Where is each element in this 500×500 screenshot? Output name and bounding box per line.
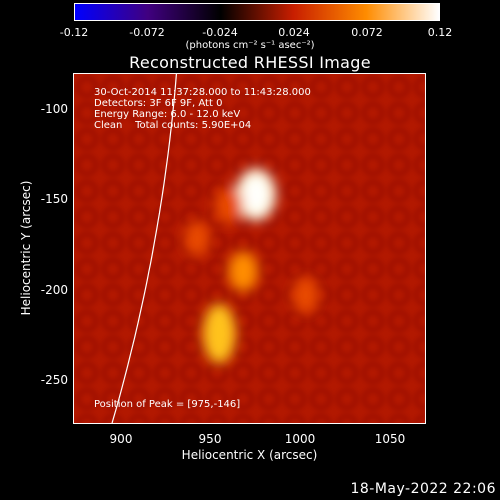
info-energy-range: Energy Range: 6.0 - 12.0 keV <box>94 109 241 120</box>
peak-core <box>246 177 267 212</box>
y-tick-label: -100 <box>40 102 68 116</box>
info-time-range: 30-Oct-2014 11:37:28.000 to 11:43:28.000 <box>94 87 311 98</box>
x-tick-label: 1000 <box>284 432 316 446</box>
x-axis-label: Heliocentric X (arcsec) <box>181 448 318 462</box>
y-tick-label: -150 <box>40 192 68 206</box>
colorbar-tick: -0.072 <box>129 26 165 39</box>
info-method-counts: Clean Total counts: 5.90E+04 <box>94 120 252 131</box>
x-tick-label: 1050 <box>374 432 406 446</box>
heatmap-canvas <box>74 74 425 423</box>
y-tick-label: -200 <box>40 283 68 297</box>
source-blob <box>228 251 259 292</box>
x-tick-label: 900 <box>109 432 133 446</box>
colorbar-tick: -0.024 <box>202 26 238 39</box>
colorbar-tick: -0.12 <box>59 26 89 39</box>
colorbar-tick: 0.12 <box>427 26 453 39</box>
colorbar-tick: 0.072 <box>351 26 383 39</box>
source-blob <box>202 303 236 364</box>
heatmap-plot[interactable]: 30-Oct-2014 11:37:28.000 to 11:43:28.000… <box>73 73 426 424</box>
y-axis-label: Heliocentric Y (arcsec) <box>19 180 33 316</box>
info-detectors: Detectors: 3F 6F 9F, Att 0 <box>94 98 223 109</box>
source-blob <box>184 220 211 257</box>
image-title: Reconstructed RHESSI Image <box>129 53 371 72</box>
y-tick-label: -250 <box>40 373 68 387</box>
solar-limb-line <box>111 74 177 423</box>
colorbar-tick: 0.024 <box>278 26 310 39</box>
colorbar-units: (photons cm⁻² s⁻¹ asec⁻²) <box>185 40 315 51</box>
footer-date: 18-May-2022 22:06 <box>350 481 496 497</box>
source-blob <box>214 186 243 225</box>
source-blob <box>292 276 320 314</box>
x-tick-label: 950 <box>198 432 222 446</box>
info-peak-position: Position of Peak = [975,-146] <box>94 399 241 410</box>
colorbar <box>74 3 440 21</box>
